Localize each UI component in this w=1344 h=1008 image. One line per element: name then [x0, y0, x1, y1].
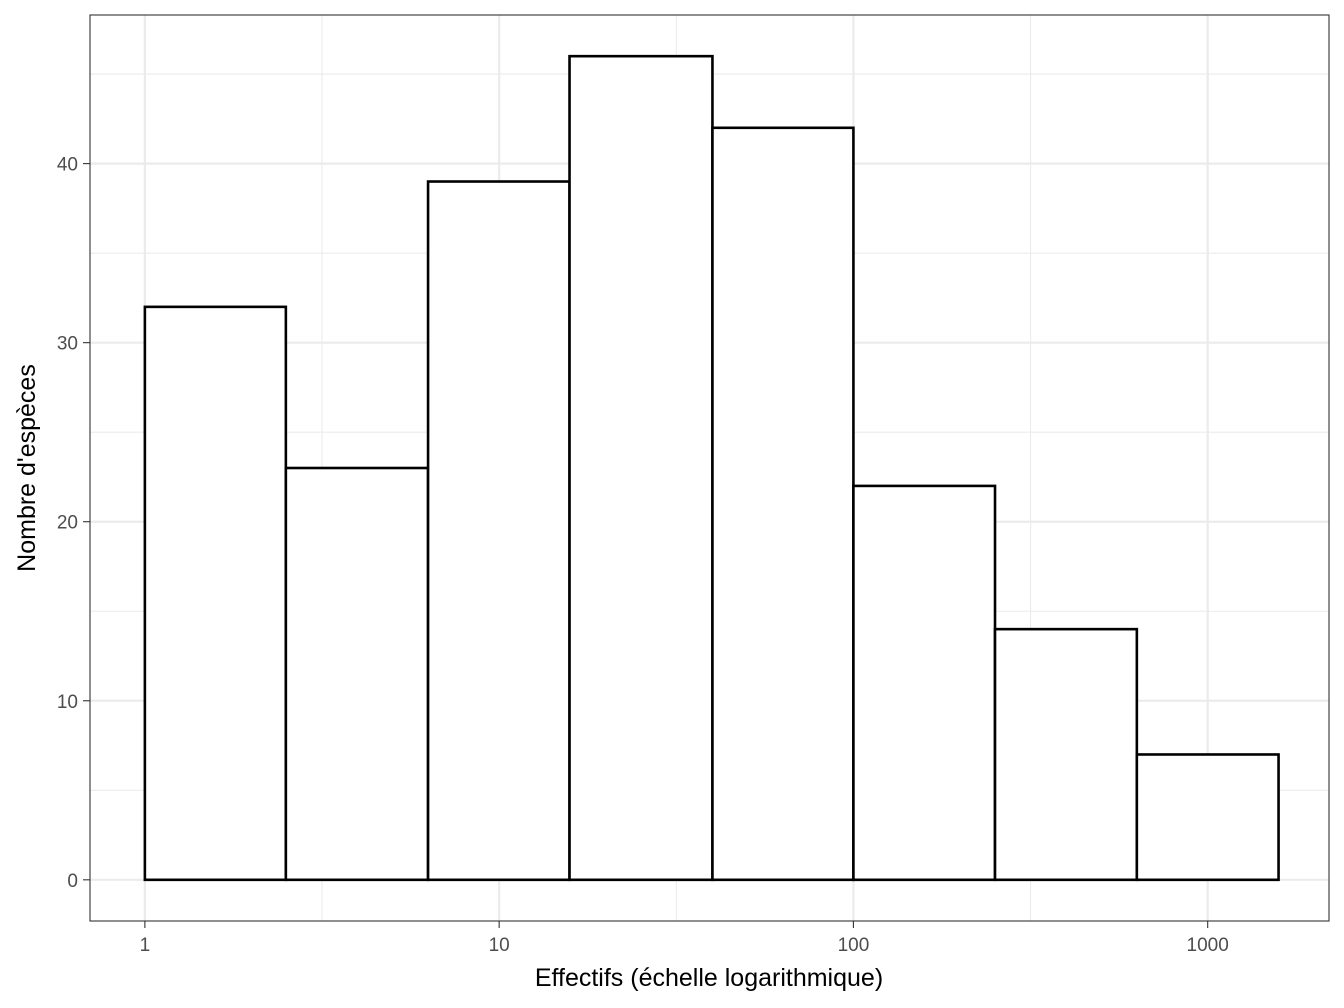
x-tick-label: 1 [140, 935, 151, 956]
y-axis-title: Nombre d'espèces [13, 364, 41, 572]
y-tick-label: 40 [57, 155, 78, 176]
y-tick-label: 30 [57, 334, 78, 355]
histogram-bar-2 [284, 466, 430, 882]
histogram-bar-1 [143, 305, 288, 882]
y-tick-label: 20 [57, 513, 78, 534]
x-tick-label: 10 [489, 935, 510, 956]
histogram-bar-3 [426, 180, 571, 882]
y-tick-label: 10 [57, 692, 78, 713]
x-axis-title: Effectifs (échelle logarithmique) [535, 964, 883, 992]
panel-border [89, 14, 1330, 922]
histogram-bar-8 [1135, 753, 1280, 882]
x-axis: 1 10 100 1000 [140, 921, 1229, 956]
y-tick-label: 0 [67, 871, 78, 892]
histogram-bar-5 [711, 126, 855, 882]
histogram-bar-4 [568, 54, 714, 882]
histogram-bar-7 [993, 627, 1139, 882]
x-tick-label: 100 [838, 935, 870, 956]
y-axis: 0 10 20 30 40 [57, 155, 90, 892]
histogram-bars [143, 54, 1280, 882]
histogram-bar-6 [852, 484, 997, 882]
x-tick-label: 1000 [1187, 935, 1229, 956]
